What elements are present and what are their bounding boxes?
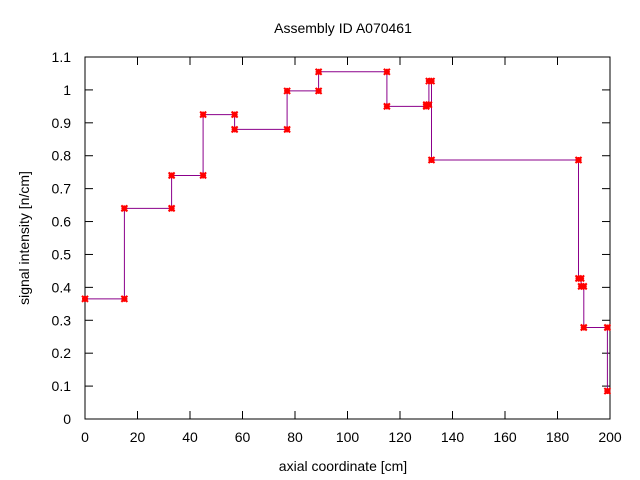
data-point (81, 295, 89, 303)
data-point (425, 101, 433, 109)
data-point (580, 282, 588, 291)
series-line-group (85, 71, 608, 391)
data-point (427, 77, 436, 85)
data-point (577, 274, 585, 283)
y-tick-label: 1 (63, 82, 71, 98)
data-point (314, 68, 323, 76)
x-tick-label: 0 (81, 429, 89, 445)
data-point (167, 204, 176, 213)
x-tick-label: 180 (546, 429, 570, 445)
y-tick-label: 0.7 (52, 181, 72, 197)
data-point (199, 110, 207, 119)
data-point (314, 87, 323, 95)
x-tick-label: 100 (336, 429, 360, 445)
data-point (230, 125, 239, 134)
y-tick-label: 0.5 (52, 246, 72, 262)
data-point (283, 125, 291, 134)
y-tick-label: 0.4 (52, 279, 72, 295)
x-axis: 0 20 40 60 80 100 120 140 160 180 200 (81, 57, 622, 445)
x-tick-label: 200 (598, 429, 622, 445)
y-tick-label: 0.1 (52, 378, 72, 394)
x-tick-label: 40 (182, 429, 198, 445)
y-tick-label: 0.6 (52, 214, 72, 230)
data-point (167, 171, 176, 180)
y-tick-label: 0 (63, 411, 71, 427)
data-point (120, 204, 129, 213)
x-tick-label: 140 (441, 429, 465, 445)
data-points (81, 68, 612, 395)
x-tick-label: 20 (130, 429, 146, 445)
x-axis-label: axial coordinate [cm] (279, 458, 407, 474)
data-point (383, 68, 391, 76)
plot-border (84, 56, 611, 420)
data-point (603, 323, 612, 332)
plot-frame (84, 56, 611, 420)
y-tick-label: 0.9 (52, 115, 72, 131)
x-tick-label: 60 (235, 429, 251, 445)
chart-title: Assembly ID A070461 (274, 20, 412, 36)
data-point (199, 171, 207, 180)
data-point (580, 323, 588, 332)
y-tick-label: 0.8 (52, 148, 72, 164)
y-tick-label: 0.2 (52, 345, 72, 361)
x-tick-label: 120 (388, 429, 412, 445)
y-axis: 0 0.1 0.2 0.3 0.4 0.5 0.6 0.7 0.8 0.9 1 1.1 (52, 49, 610, 427)
data-point (603, 387, 612, 395)
y-tick-label: 1.1 (52, 49, 72, 65)
data-point (230, 110, 239, 119)
data-point (574, 156, 583, 164)
y-tick-label: 0.3 (52, 312, 72, 328)
data-point (283, 87, 291, 95)
data-point (427, 156, 436, 164)
series-line (85, 71, 608, 391)
x-tick-label: 80 (287, 429, 303, 445)
data-point (120, 295, 129, 303)
data-point (383, 102, 391, 111)
y-axis-label: signal intensity [n/cm] (16, 171, 32, 305)
x-tick-label: 160 (493, 429, 517, 445)
